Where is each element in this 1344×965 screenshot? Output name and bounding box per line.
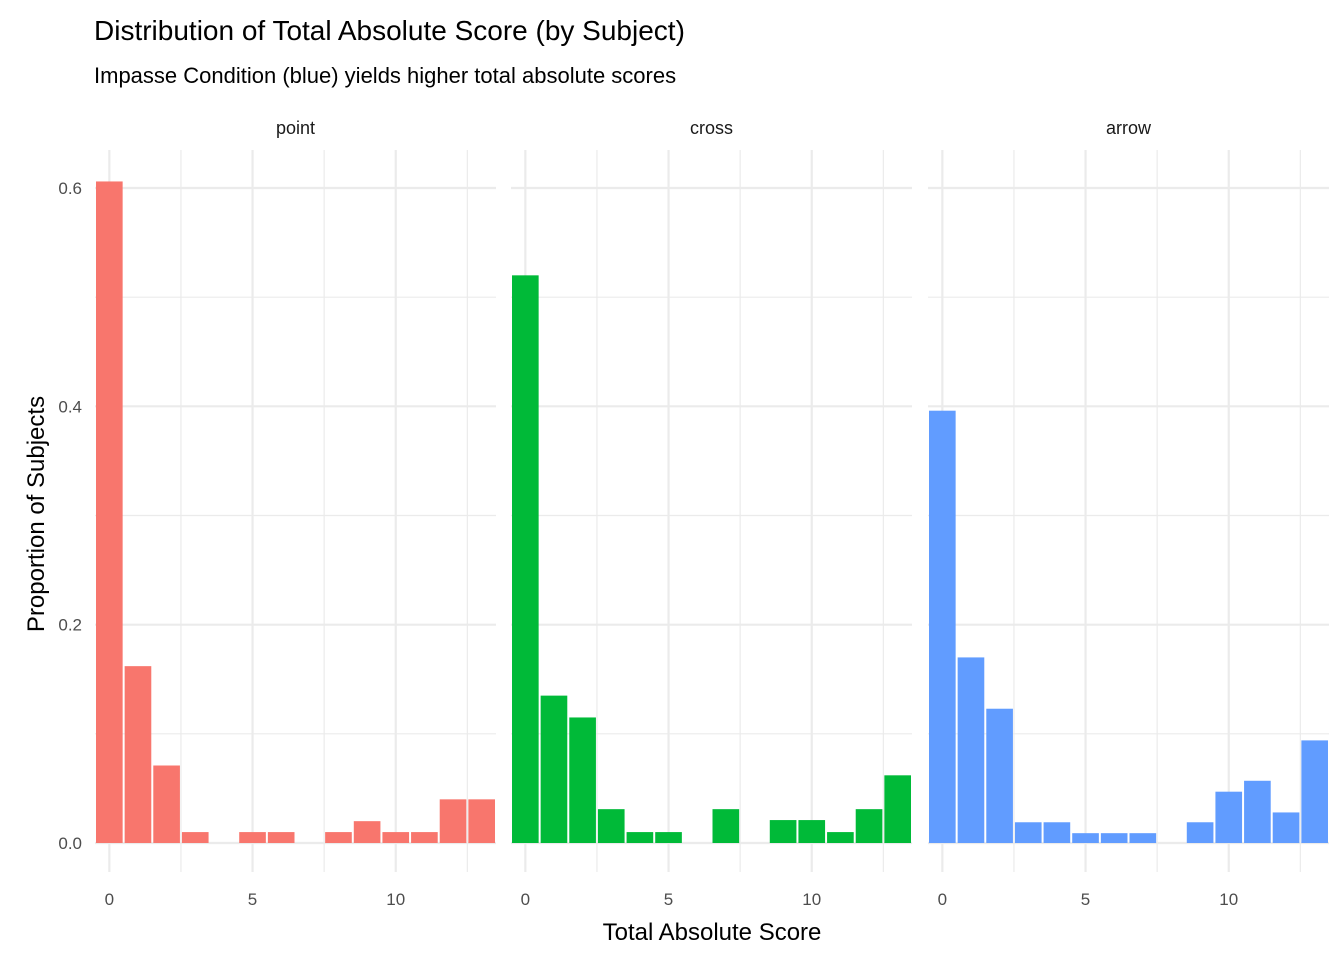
bar-point-13 xyxy=(468,799,495,843)
bar-arrow-2 xyxy=(986,708,1013,843)
facet-label-cross: cross xyxy=(690,118,733,138)
y-tick-label: 0.2 xyxy=(58,616,82,635)
bar-point-3 xyxy=(181,832,209,843)
bar-arrow-3 xyxy=(1014,822,1042,843)
x-tick-label: 0 xyxy=(521,890,530,909)
facet-label-point: point xyxy=(276,118,315,138)
bar-point-6 xyxy=(267,832,295,843)
bar-arrow-12 xyxy=(1272,812,1300,843)
bar-cross-10 xyxy=(798,820,826,843)
bar-point-10 xyxy=(382,832,410,843)
bar-arrow-7 xyxy=(1129,833,1157,843)
x-axis-title: Total Absolute Score xyxy=(603,919,822,946)
bar-point-0 xyxy=(96,181,123,843)
bar-cross-11 xyxy=(827,832,854,843)
x-tick-label: 5 xyxy=(664,890,673,909)
bar-arrow-0 xyxy=(929,410,956,843)
bar-cross-7 xyxy=(712,809,740,843)
x-tick-label: 0 xyxy=(105,890,114,909)
x-tick-label: 5 xyxy=(1081,890,1090,909)
bar-point-11 xyxy=(411,832,438,843)
x-tick-label: 10 xyxy=(386,890,405,909)
bar-cross-13 xyxy=(884,775,911,843)
y-tick-label: 0.6 xyxy=(58,179,82,198)
x-tick-label: 10 xyxy=(1219,890,1238,909)
bar-cross-9 xyxy=(769,820,797,843)
y-tick-label: 0.0 xyxy=(58,834,82,853)
bar-point-1 xyxy=(124,666,152,843)
bar-arrow-6 xyxy=(1100,833,1128,843)
facet-panels: 0.0 0.2 0.4 0.6 point 0 5 10 cross 0 5 10 arrow 0 5 10 xyxy=(58,118,1329,909)
chart-subtitle: Impasse Condition (blue) yields higher t… xyxy=(94,63,676,88)
bar-point-2 xyxy=(153,765,180,843)
bar-cross-2 xyxy=(569,717,596,843)
bar-point-5 xyxy=(239,832,266,843)
bar-cross-5 xyxy=(655,832,682,843)
bar-arrow-4 xyxy=(1043,822,1071,843)
bar-arrow-10 xyxy=(1215,791,1243,843)
bar-arrow-1 xyxy=(957,657,985,843)
bar-cross-4 xyxy=(626,832,654,843)
y-tick-label: 0.4 xyxy=(58,397,82,416)
bar-arrow-13 xyxy=(1301,740,1328,843)
y-axis-title: Proportion of Subjects xyxy=(23,396,50,632)
facet-label-arrow: arrow xyxy=(1106,118,1152,138)
x-tick-label: 0 xyxy=(938,890,947,909)
bar-arrow-9 xyxy=(1186,822,1214,843)
bar-point-8 xyxy=(325,832,352,843)
bar-cross-1 xyxy=(540,695,568,843)
x-tick-label: 10 xyxy=(802,890,821,909)
bar-point-12 xyxy=(439,799,467,843)
x-tick-label: 5 xyxy=(248,890,257,909)
bar-arrow-5 xyxy=(1072,833,1099,843)
bar-cross-0 xyxy=(512,275,539,843)
bar-point-9 xyxy=(353,821,381,843)
bar-arrow-11 xyxy=(1244,780,1271,843)
bar-cross-12 xyxy=(855,809,883,843)
bar-cross-3 xyxy=(597,809,625,843)
chart-title: Distribution of Total Absolute Score (by… xyxy=(94,15,685,46)
